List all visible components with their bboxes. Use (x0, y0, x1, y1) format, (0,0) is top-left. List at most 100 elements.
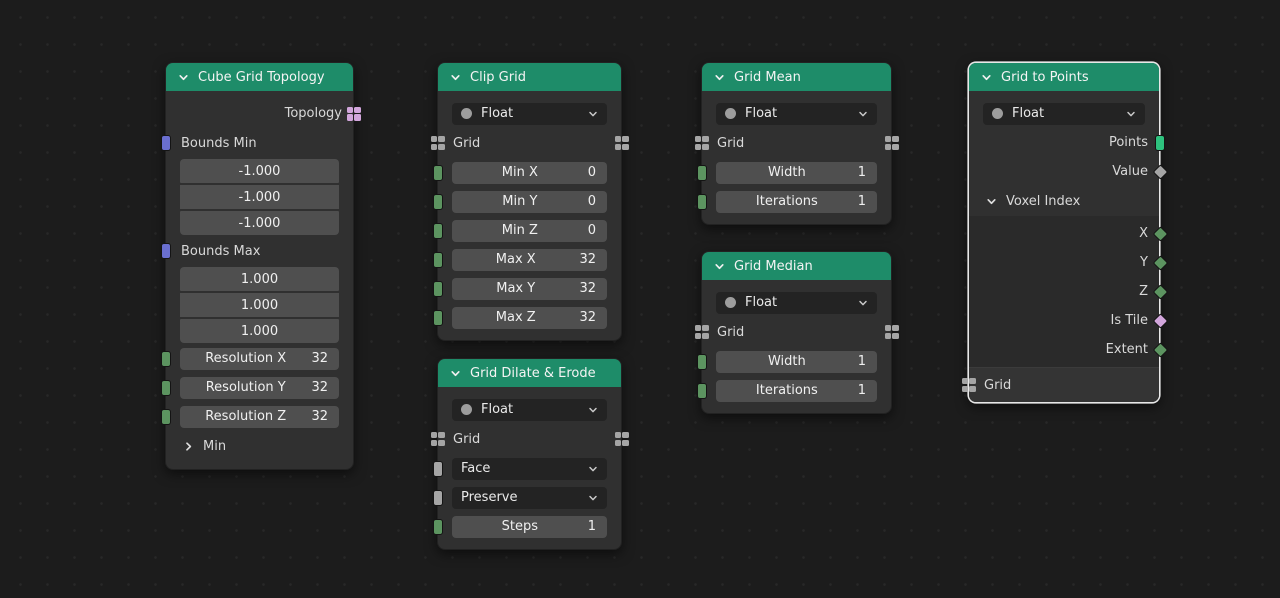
node-grid-to-points[interactable]: Grid to Points Float Points Value Voxel Inde… (961, 62, 1168, 403)
panel-header-voxel-index[interactable]: Voxel Index (969, 186, 1159, 216)
field-label: Max Z (495, 310, 536, 325)
field-label: Resolution Z (205, 409, 287, 424)
field-row-steps: Steps 1 (432, 512, 621, 541)
green-rect-socket[interactable] (696, 164, 707, 181)
green-rect-socket[interactable] (432, 222, 443, 239)
gray-rect-socket[interactable] (432, 460, 443, 477)
panel-header-min[interactable]: Min (166, 431, 353, 461)
node-header[interactable]: Clip Grid (438, 63, 621, 91)
gray-grid-socket[interactable] (694, 136, 709, 150)
vector-field[interactable]: -1.000 (180, 185, 339, 209)
chevron-down-icon (588, 464, 598, 474)
vector-field[interactable]: 1.000 (180, 319, 339, 343)
node-cube-grid-topology[interactable]: Cube Grid Topology Topology Bounds Min -1.0… (160, 62, 361, 470)
pink-grid-socket[interactable] (346, 106, 361, 121)
green-rect-socket[interactable] (432, 309, 443, 326)
field-value: 1 (857, 383, 866, 398)
node-body: Float Grid Face Preserve Steps 1 (430, 387, 629, 549)
field-width[interactable]: Width 1 (716, 161, 877, 184)
field-label: Width (767, 165, 806, 180)
gray-grid-socket[interactable] (430, 136, 445, 150)
node-grid-mean[interactable]: Grid Mean Float Grid Width 1 Iterations 1 (694, 62, 899, 225)
field-label: Resolution Y (205, 380, 286, 395)
field-label: Max Y (496, 281, 536, 296)
gray-grid-socket[interactable] (884, 325, 899, 339)
green-rect-socket[interactable] (432, 280, 443, 297)
node-clip-grid[interactable]: Clip Grid Float Grid Min X 0 Min Y 0 Min Z 0 Max … (430, 62, 629, 341)
node-grid-median[interactable]: Grid Median Float Grid Width 1 Iterations 1 (694, 251, 899, 414)
gray-grid-socket[interactable] (884, 136, 899, 150)
node-header[interactable]: Cube Grid Topology (166, 63, 353, 91)
out-row-points: Points (969, 128, 1165, 157)
gray-rect-socket[interactable] (432, 489, 443, 506)
vector-field[interactable]: -1.000 (180, 211, 339, 235)
dropdown-float[interactable]: Float (452, 102, 607, 125)
node-header[interactable]: Grid to Points (969, 63, 1159, 91)
gray-grid-socket[interactable] (961, 378, 976, 392)
purple-rect-socket[interactable] (160, 135, 171, 151)
dropdown-float[interactable]: Float (716, 291, 877, 314)
field-resolution-x[interactable]: Resolution X 32 (180, 347, 339, 370)
gray-grid-socket[interactable] (614, 136, 629, 150)
field-max-y[interactable]: Max Y 32 (452, 277, 607, 300)
dropdown-preserve[interactable]: Preserve (452, 486, 607, 509)
dropdown-row-preserve: Preserve (432, 483, 621, 512)
field-max-z[interactable]: Max Z 32 (452, 306, 607, 329)
field-value: 1 (587, 519, 596, 534)
vector-field[interactable]: -1.000 (180, 159, 339, 183)
node-header[interactable]: Grid Dilate & Erode (438, 359, 621, 387)
dropdown-face[interactable]: Face (452, 457, 607, 480)
field-value: 32 (579, 252, 596, 267)
chevron-down-icon (986, 196, 997, 207)
field-min-y[interactable]: Min Y 0 (452, 190, 607, 213)
panel-content: X Y Z Is Tile Extent (969, 216, 1168, 367)
field-steps[interactable]: Steps 1 (452, 515, 607, 538)
dropdown-float[interactable]: Float (716, 102, 877, 125)
dropdown-float[interactable]: Float (983, 102, 1145, 125)
gray-grid-socket[interactable] (614, 432, 629, 446)
field-max-x[interactable]: Max X 32 (452, 248, 607, 271)
dropdown-float[interactable]: Float (452, 398, 607, 421)
vector-input: 1.000 1.000 1.000 (180, 267, 339, 343)
green-rect-socket[interactable] (160, 408, 171, 425)
green-rect-socket[interactable] (432, 518, 443, 535)
field-iterations[interactable]: Iterations 1 (716, 379, 877, 402)
field-resolution-y[interactable]: Resolution Y 32 (180, 376, 339, 399)
teal-rect-socket[interactable] (1154, 134, 1165, 151)
field-row-width: Width 1 (696, 158, 891, 187)
field-value: 0 (587, 194, 596, 209)
field-min-z[interactable]: Min Z 0 (452, 219, 607, 242)
green-rect-socket[interactable] (696, 353, 707, 370)
green-rect-socket[interactable] (696, 382, 707, 399)
green-rect-socket[interactable] (432, 193, 443, 210)
green-rect-socket[interactable] (432, 251, 443, 268)
green-rect-socket[interactable] (160, 379, 171, 396)
vector-field[interactable]: 1.000 (180, 267, 339, 291)
chevron-down-icon (714, 72, 725, 83)
field-value: 32 (579, 281, 596, 296)
node-body: Float Grid Min X 0 Min Y 0 Min Z 0 Max X 32 Max Y 3… (430, 91, 629, 340)
field-width[interactable]: Width 1 (716, 350, 877, 373)
vector-input: -1.000 -1.000 -1.000 (180, 159, 339, 235)
node-body: Topology Bounds Min -1.000 -1.000 -1.000 Boun… (160, 91, 361, 469)
field-row-max-y: Max Y 32 (432, 274, 621, 303)
out-row-extent: Extent (969, 335, 1168, 364)
green-rect-socket[interactable] (160, 350, 171, 367)
gray-grid-socket[interactable] (430, 432, 445, 446)
green-rect-socket[interactable] (696, 193, 707, 210)
node-grid-dilate-erode[interactable]: Grid Dilate & Erode Float Grid Face Preserve… (430, 358, 629, 550)
field-iterations[interactable]: Iterations 1 (716, 190, 877, 213)
purple-rect-socket[interactable] (160, 243, 171, 259)
field-min-x[interactable]: Min X 0 (452, 161, 607, 184)
vector-field[interactable]: 1.000 (180, 293, 339, 317)
chevron-down-icon (588, 109, 598, 119)
circle-icon (461, 404, 472, 415)
socket-label: Extent (1105, 342, 1148, 357)
field-resolution-z[interactable]: Resolution Z 32 (180, 405, 339, 428)
green-rect-socket[interactable] (432, 164, 443, 181)
gray-grid-socket[interactable] (694, 325, 709, 339)
node-header[interactable]: Grid Median (702, 252, 891, 280)
field-row-resolution-y: Resolution Y 32 (160, 373, 353, 402)
node-header[interactable]: Grid Mean (702, 63, 891, 91)
